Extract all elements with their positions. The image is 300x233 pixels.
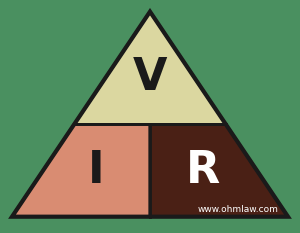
Polygon shape bbox=[74, 12, 226, 124]
Text: www.ohmlaw.com: www.ohmlaw.com bbox=[198, 205, 279, 214]
Text: V: V bbox=[133, 56, 167, 99]
Text: I: I bbox=[88, 149, 105, 192]
Text: R: R bbox=[186, 149, 220, 192]
Polygon shape bbox=[12, 124, 150, 217]
Polygon shape bbox=[150, 124, 288, 217]
